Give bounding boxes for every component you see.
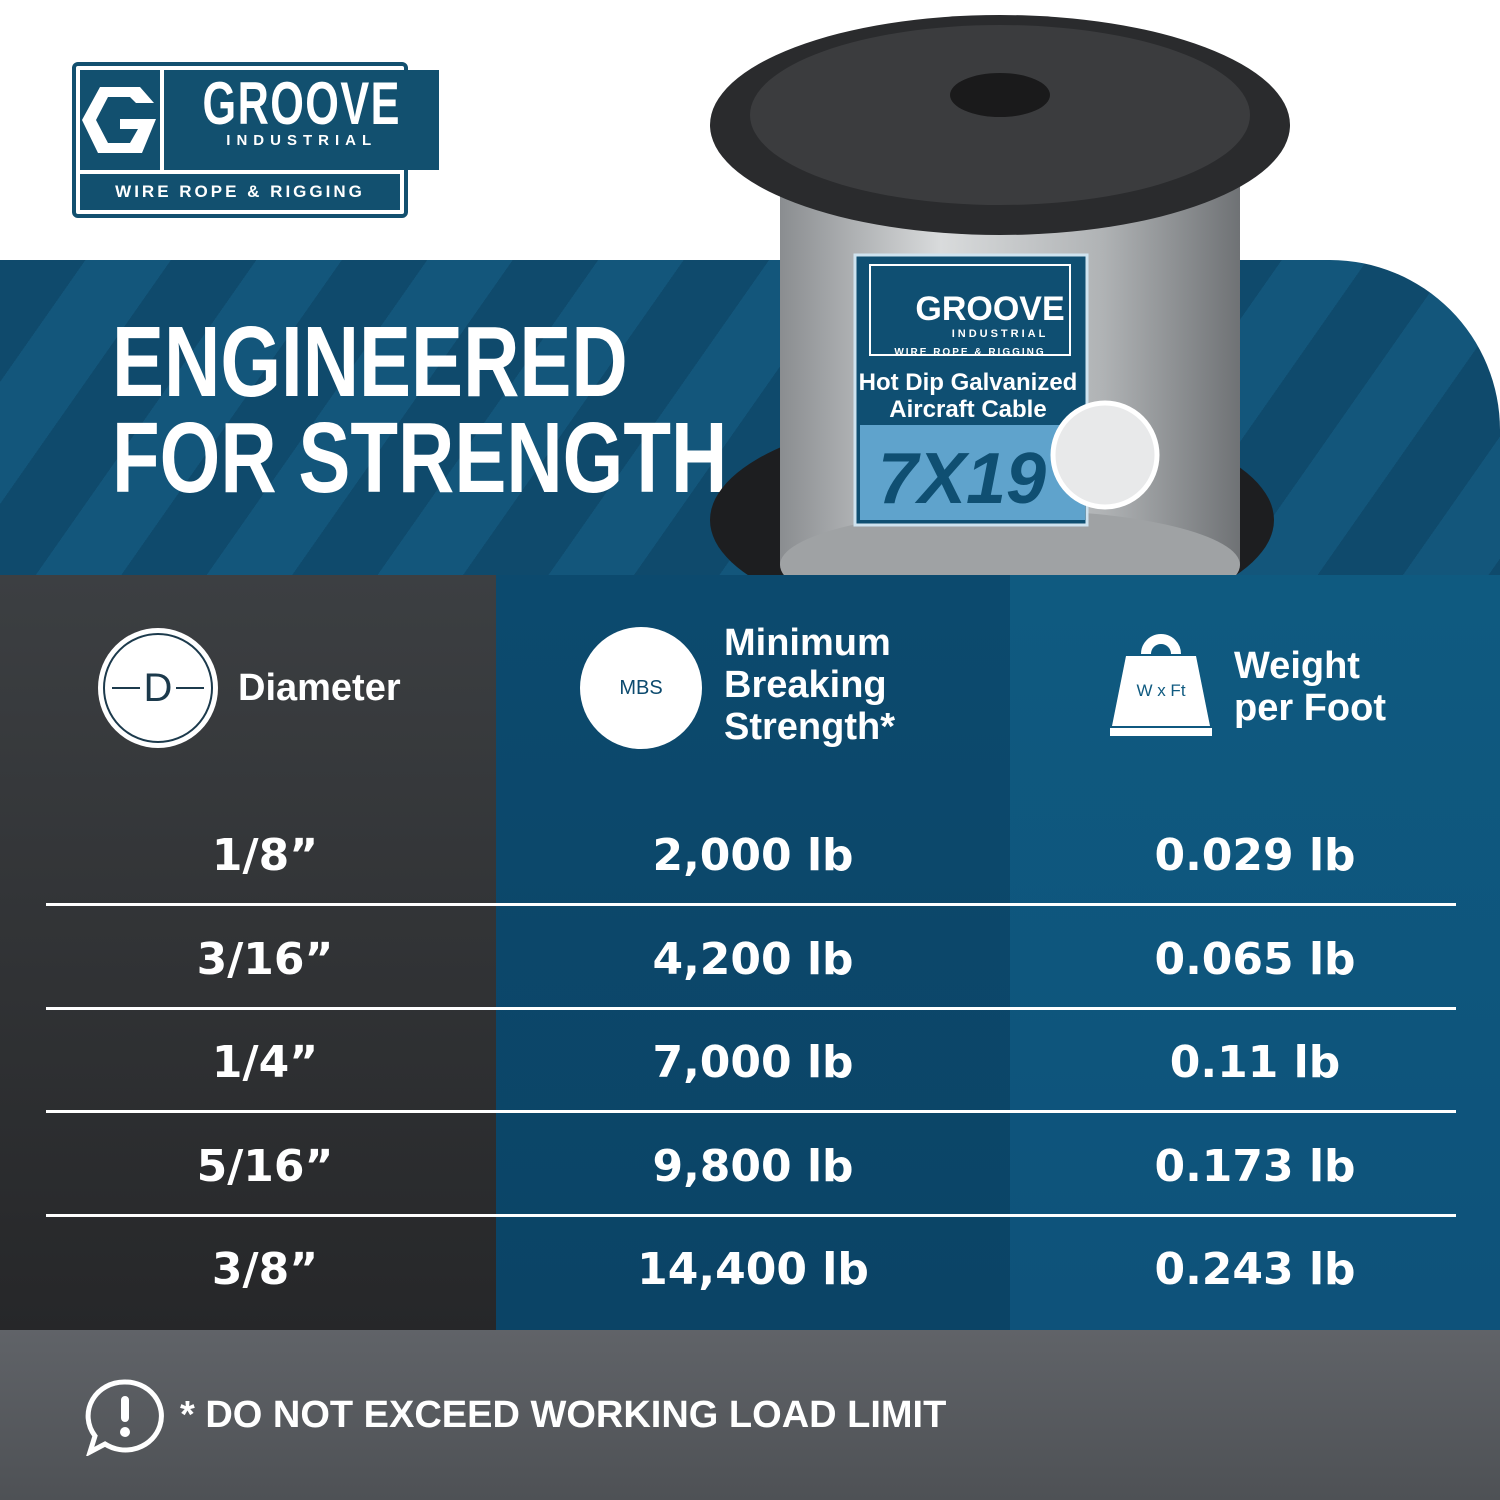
cell-mbs: 4,200 lb [652, 933, 854, 985]
diameter-icon: D [98, 628, 218, 748]
cell-weight: 0.243 lb [1154, 1244, 1356, 1295]
row-divider [46, 1213, 1456, 1217]
spool-product-line1: Hot Dip Galvanized [859, 369, 1078, 396]
cell-mbs: 7,000 lb [652, 1037, 854, 1088]
spool-sub: INDUSTRIAL [952, 328, 1049, 340]
header-weight: Weight per Foot [1234, 645, 1386, 729]
row-divider [46, 1006, 1456, 1010]
footer-bar [0, 1330, 1500, 1500]
strand-cross-section-icon [1050, 400, 1160, 510]
mbs-icon: MBS [580, 627, 702, 749]
spool-product-line2: Aircraft Cable [889, 396, 1046, 423]
svg-text:W x Ft: W x Ft [1136, 681, 1185, 700]
cell-weight: 0.11 lb [1169, 1037, 1341, 1088]
cell-weight: 0.065 lb [1154, 933, 1356, 985]
warning-speech-icon [85, 1379, 164, 1456]
row-divider [46, 1110, 1456, 1113]
headline-line1: ENGINEERED [112, 306, 628, 418]
table-row: 3/8” 14,400 lb 0.243 lb [0, 1218, 1500, 1321]
cell-mbs: 14,400 lb [637, 1244, 869, 1295]
header-mbs: Minimum Breaking Strength* [724, 622, 895, 748]
cell-diameter: 1/8” [211, 830, 319, 881]
brand-name: GROOVE [202, 70, 401, 137]
weight-icon: W x Ft [1110, 634, 1212, 736]
cable-spool-image: GROOVE INDUSTRIAL WIRE ROPE & RIGGING Ho… [710, 15, 1290, 630]
spool-construction: 7X19 [878, 439, 1046, 519]
row-divider [46, 903, 1456, 906]
brand-logo: GROOVE INDUSTRIAL WIRE ROPE & RIGGING [72, 62, 440, 218]
cell-diameter: 3/8” [211, 1244, 319, 1295]
g-logo-icon [80, 70, 160, 170]
spool-brand: GROOVE [915, 290, 1064, 328]
table-row: 5/16” 9,800 lb 0.173 lb [0, 1115, 1500, 1218]
table-row: 1/8” 2,000 lb 0.029 lb [0, 804, 1500, 907]
cell-mbs: 9,800 lb [652, 1140, 854, 1192]
weight-column [1010, 575, 1500, 1330]
cell-diameter: 1/4” [211, 1037, 319, 1088]
spool-tagline: WIRE ROPE & RIGGING [894, 347, 1045, 358]
brand-sub: INDUSTRIAL [226, 132, 378, 149]
header-diameter: Diameter [238, 667, 401, 709]
headline-line2: FOR STRENGTH [112, 402, 728, 514]
cell-diameter: 3/16” [196, 933, 334, 985]
brand-tagline: WIRE ROPE & RIGGING [80, 174, 400, 210]
cell-mbs: 2,000 lb [652, 830, 854, 881]
table-row: 3/16” 4,200 lb 0.065 lb [0, 908, 1500, 1011]
footer-warning-text: * DO NOT EXCEED WORKING LOAD LIMIT [180, 1394, 947, 1436]
cell-weight: 0.173 lb [1154, 1140, 1356, 1192]
cell-diameter: 5/16” [196, 1140, 334, 1192]
diameter-column [0, 575, 496, 1330]
cell-weight: 0.029 lb [1154, 830, 1356, 881]
table-row: 1/4” 7,000 lb 0.11 lb [0, 1011, 1500, 1114]
